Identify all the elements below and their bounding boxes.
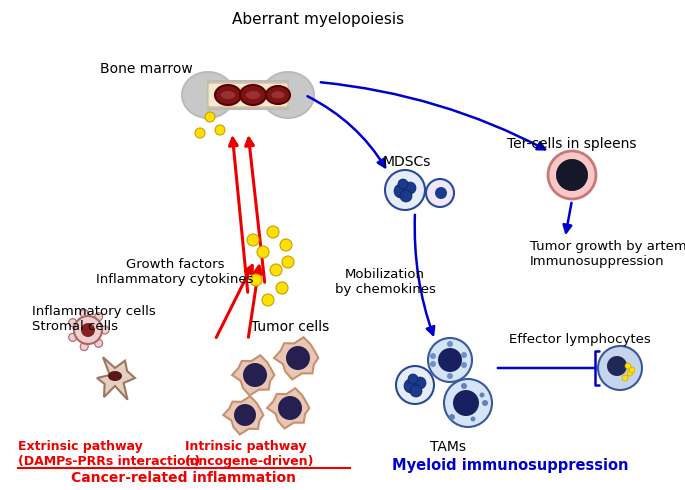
Ellipse shape — [262, 72, 314, 118]
Circle shape — [74, 316, 102, 344]
Circle shape — [607, 356, 627, 376]
Ellipse shape — [240, 85, 266, 105]
Circle shape — [276, 282, 288, 294]
Circle shape — [270, 264, 282, 276]
Polygon shape — [267, 388, 310, 428]
Text: Tumor growth by artemin
Immunosuppression: Tumor growth by artemin Immunosuppressio… — [530, 240, 685, 268]
Circle shape — [453, 390, 479, 416]
Circle shape — [556, 159, 588, 191]
Circle shape — [404, 379, 418, 393]
FancyBboxPatch shape — [208, 83, 288, 107]
Circle shape — [234, 404, 256, 426]
Circle shape — [80, 343, 88, 350]
Circle shape — [394, 184, 408, 198]
Circle shape — [430, 353, 436, 359]
Circle shape — [80, 309, 88, 318]
Polygon shape — [97, 357, 135, 400]
Text: Bone marrow: Bone marrow — [100, 62, 192, 76]
Circle shape — [262, 294, 274, 306]
Circle shape — [247, 234, 259, 246]
Circle shape — [410, 385, 422, 397]
Circle shape — [68, 318, 77, 327]
Circle shape — [398, 179, 408, 189]
Text: Extrinsic pathway
(DAMPs-PRRs interaction): Extrinsic pathway (DAMPs-PRRs interactio… — [18, 440, 200, 468]
Circle shape — [408, 374, 418, 384]
Circle shape — [461, 352, 467, 358]
Circle shape — [215, 125, 225, 135]
Circle shape — [280, 239, 292, 251]
Circle shape — [404, 182, 416, 194]
Circle shape — [95, 339, 103, 347]
Circle shape — [627, 370, 633, 376]
Circle shape — [629, 367, 635, 373]
Circle shape — [101, 326, 109, 334]
Text: MDSCs: MDSCs — [383, 155, 431, 169]
Text: Cancer-related inflammation: Cancer-related inflammation — [71, 471, 297, 485]
Text: Growth factors
Inflammatory cytokines: Growth factors Inflammatory cytokines — [97, 258, 253, 286]
Circle shape — [428, 338, 472, 382]
Circle shape — [447, 373, 453, 379]
Circle shape — [267, 226, 279, 238]
Circle shape — [449, 414, 455, 420]
Circle shape — [257, 246, 269, 258]
Text: Inflammatory cells
Stromal cells: Inflammatory cells Stromal cells — [32, 305, 155, 333]
Circle shape — [430, 361, 436, 367]
Circle shape — [435, 187, 447, 199]
Circle shape — [278, 396, 302, 420]
Ellipse shape — [246, 91, 260, 99]
Ellipse shape — [221, 91, 235, 99]
Circle shape — [444, 379, 492, 427]
Circle shape — [81, 323, 95, 337]
Text: Intrinsic pathway
(oncogene-driven): Intrinsic pathway (oncogene-driven) — [185, 440, 314, 468]
Text: Myeloid immunosuppression: Myeloid immunosuppression — [392, 458, 628, 473]
Text: Ter-cells in spleens: Ter-cells in spleens — [508, 137, 637, 151]
Circle shape — [414, 377, 426, 389]
Circle shape — [471, 416, 475, 421]
Circle shape — [426, 179, 454, 207]
Circle shape — [282, 256, 294, 268]
Text: Aberrant myelopoiesis: Aberrant myelopoiesis — [232, 12, 404, 27]
Circle shape — [479, 392, 484, 397]
Text: TAMs: TAMs — [430, 440, 466, 454]
Circle shape — [622, 375, 628, 381]
Circle shape — [461, 362, 467, 368]
Text: Effector lymphocytes: Effector lymphocytes — [509, 333, 651, 346]
Ellipse shape — [215, 85, 241, 105]
Circle shape — [438, 348, 462, 372]
Polygon shape — [232, 355, 275, 395]
Circle shape — [68, 333, 77, 342]
Circle shape — [195, 128, 205, 138]
Ellipse shape — [182, 72, 234, 118]
Circle shape — [598, 346, 642, 390]
Circle shape — [482, 400, 488, 406]
Circle shape — [625, 363, 631, 369]
Ellipse shape — [108, 371, 122, 381]
Circle shape — [286, 346, 310, 370]
Circle shape — [548, 151, 596, 199]
Circle shape — [95, 313, 103, 321]
Ellipse shape — [266, 86, 290, 104]
Circle shape — [250, 274, 262, 286]
Text: Mobilization
by chemokines: Mobilization by chemokines — [334, 268, 436, 296]
FancyBboxPatch shape — [208, 81, 288, 109]
Circle shape — [385, 170, 425, 210]
Circle shape — [396, 366, 434, 404]
Polygon shape — [274, 337, 319, 379]
Circle shape — [461, 383, 467, 389]
Circle shape — [243, 363, 267, 387]
Ellipse shape — [271, 92, 284, 98]
Circle shape — [205, 112, 215, 122]
Circle shape — [447, 341, 453, 347]
Text: Tumor cells: Tumor cells — [251, 320, 329, 334]
Polygon shape — [223, 396, 264, 435]
Circle shape — [400, 190, 412, 202]
